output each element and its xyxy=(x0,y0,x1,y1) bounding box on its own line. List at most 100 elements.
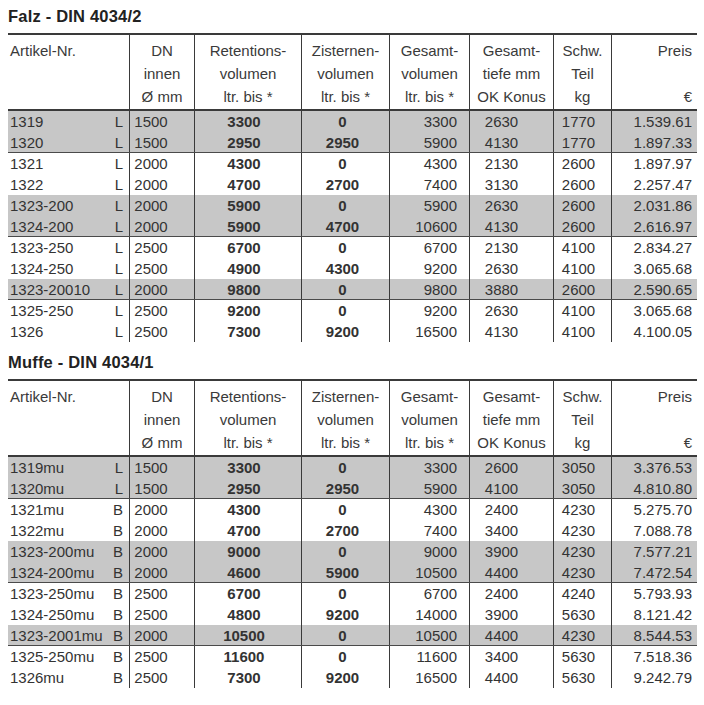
dn-innen-value: 2000 xyxy=(130,279,195,299)
column-header-zisternenvolumen: Zisternen- volumen ltr. bis * xyxy=(302,381,390,455)
dn-innen-value: 2000 xyxy=(130,216,195,236)
variant-letter: B xyxy=(113,646,123,667)
artikel-nr: 1324-250mu xyxy=(10,604,94,625)
gesamttiefe-value: 2130 xyxy=(470,153,554,174)
falz-table-header: Artikel-Nr. DN innen Ø mm Retentions- vo… xyxy=(8,35,697,111)
gesamttiefe-value: 2630 xyxy=(470,258,554,279)
table-row: 1324-250mu B 2500 4800 9200 14000 3900 5… xyxy=(8,604,697,625)
gesamttiefe-value: 4400 xyxy=(470,667,554,688)
preis-value: 7.518.36 xyxy=(612,646,697,667)
gesamttiefe-value: 4130 xyxy=(470,321,554,342)
retentionsvolumen-value: 7300 xyxy=(195,667,302,688)
variant-letter: B xyxy=(113,583,123,604)
gesamttiefe-value: 2630 xyxy=(470,300,554,321)
table-row: 1323-200 L 2000 5900 0 5900 2630 2600 2.… xyxy=(8,195,697,216)
gesamttiefe-value: 3900 xyxy=(470,604,554,625)
column-header-preis: Preis € xyxy=(612,35,697,109)
table-row: 1325-250 L 2500 9200 0 9200 2630 4100 3.… xyxy=(8,300,697,321)
gesamttiefe-value: 4400 xyxy=(470,625,554,645)
preis-value: 9.242.79 xyxy=(612,667,697,688)
table-row: 1323-2001mu B 2000 10500 0 10500 4400 42… xyxy=(8,625,697,646)
variant-letter: B xyxy=(113,520,123,541)
table-row: 1323-250 L 2500 6700 0 6700 2130 4100 2.… xyxy=(8,237,697,258)
gesamttiefe-value: 2400 xyxy=(470,583,554,604)
gesamtvolumen-value: 7400 xyxy=(390,174,470,195)
table-row: 1324-200mu B 2000 4600 5900 10500 4400 4… xyxy=(8,562,697,583)
retentionsvolumen-value: 3300 xyxy=(195,111,302,132)
zisternenvolumen-value: 4700 xyxy=(302,216,390,236)
zisternenvolumen-value: 0 xyxy=(302,541,390,562)
artikel-nr: 1319 xyxy=(10,111,43,132)
retentionsvolumen-value: 9200 xyxy=(195,300,302,321)
artikel-nr: 1323-250mu xyxy=(10,583,94,604)
price-list-page: Falz - DIN 4034/2 Artikel-Nr. DN innen Ø… xyxy=(0,0,704,688)
gesamttiefe-value: 3400 xyxy=(470,646,554,667)
table-row: 1323-200mu B 2000 9000 0 9000 3900 4230 … xyxy=(8,541,697,562)
schwerster-teil-value: 4100 xyxy=(554,237,612,258)
artikel-nr: 1320mu xyxy=(10,478,64,498)
table-row: 1322mu B 2000 4700 2700 7400 3400 4230 7… xyxy=(8,520,697,541)
gesamttiefe-value: 2400 xyxy=(470,499,554,520)
preis-value: 2.616.97 xyxy=(612,216,697,236)
gesamttiefe-value: 2630 xyxy=(470,111,554,132)
schwerster-teil-value: 4100 xyxy=(554,321,612,342)
artikel-nr: 1325-250mu xyxy=(10,646,94,667)
zisternenvolumen-value: 9200 xyxy=(302,321,390,342)
gesamtvolumen-value: 3300 xyxy=(390,457,470,478)
artikel-nr: 1320 xyxy=(10,132,43,152)
zisternenvolumen-value: 0 xyxy=(302,583,390,604)
retentionsvolumen-value: 5900 xyxy=(195,195,302,216)
gesamtvolumen-value: 11600 xyxy=(390,646,470,667)
table-row: 1323-250mu B 2500 6700 0 6700 2400 4240 … xyxy=(8,583,697,604)
column-header-schwerster-teil: Schw. Teil kg xyxy=(554,35,612,109)
artikel-nr: 1324-200mu xyxy=(10,562,94,582)
preis-value: 2.590.65 xyxy=(612,279,697,299)
zisternenvolumen-value: 9200 xyxy=(302,604,390,625)
table-row: 1324-200 L 2000 5900 4700 10600 4130 260… xyxy=(8,216,697,237)
zisternenvolumen-value: 0 xyxy=(302,646,390,667)
gesamttiefe-value: 4400 xyxy=(470,562,554,582)
artikel-nr-cell: 1326mu B xyxy=(8,667,130,688)
artikel-nr: 1326 xyxy=(10,321,43,342)
variant-letter: B xyxy=(113,625,123,645)
gesamtvolumen-value: 4300 xyxy=(390,153,470,174)
gesamtvolumen-value: 9200 xyxy=(390,258,470,279)
variant-letter: L xyxy=(115,153,123,174)
dn-innen-value: 1500 xyxy=(130,457,195,478)
gesamttiefe-value: 4130 xyxy=(470,132,554,152)
column-header-dn-innen: DN innen Ø mm xyxy=(130,381,195,455)
schwerster-teil-value: 2600 xyxy=(554,174,612,195)
schwerster-teil-value: 4100 xyxy=(554,258,612,279)
column-header-preis: Preis € xyxy=(612,381,697,455)
retentionsvolumen-value: 6700 xyxy=(195,237,302,258)
column-header-schwerster-teil: Schw. Teil kg xyxy=(554,381,612,455)
dn-innen-value: 1500 xyxy=(130,132,195,152)
artikel-nr-cell: 1319 L xyxy=(8,111,130,132)
gesamttiefe-value: 3130 xyxy=(470,174,554,195)
column-header-artikel-nr: Artikel-Nr. xyxy=(8,35,130,109)
artikel-nr: 1325-250 xyxy=(10,300,73,321)
dn-innen-value: 2500 xyxy=(130,604,195,625)
retentionsvolumen-value: 9800 xyxy=(195,279,302,299)
table-row: 1321mu B 2000 4300 0 4300 2400 4230 5.27… xyxy=(8,499,697,520)
artikel-nr: 1323-20010 xyxy=(10,279,90,299)
retentionsvolumen-value: 4600 xyxy=(195,562,302,582)
zisternenvolumen-value: 0 xyxy=(302,300,390,321)
artikel-nr: 1321mu xyxy=(10,499,64,520)
artikel-nr-cell: 1320 L xyxy=(8,132,130,152)
artikel-nr-cell: 1319mu L xyxy=(8,457,130,478)
variant-letter: L xyxy=(115,237,123,258)
preis-value: 3.376.53 xyxy=(612,457,697,478)
retentionsvolumen-value: 4300 xyxy=(195,499,302,520)
artikel-nr: 1323-2001mu xyxy=(10,625,103,645)
schwerster-teil-value: 2600 xyxy=(554,279,612,299)
retentionsvolumen-value: 7300 xyxy=(195,321,302,342)
zisternenvolumen-value: 0 xyxy=(302,195,390,216)
gesamtvolumen-value: 10500 xyxy=(390,625,470,645)
dn-innen-value: 2500 xyxy=(130,237,195,258)
artikel-nr-cell: 1323-200mu B xyxy=(8,541,130,562)
preis-value: 1.897.97 xyxy=(612,153,697,174)
falz-table-body: 1319 L 1500 3300 0 3300 2630 1770 1.539.… xyxy=(8,111,697,342)
muffe-table-body: 1319mu L 1500 3300 0 3300 2600 3050 3.37… xyxy=(8,457,697,688)
muffe-table: Artikel-Nr. DN innen Ø mm Retentions- vo… xyxy=(8,379,697,688)
